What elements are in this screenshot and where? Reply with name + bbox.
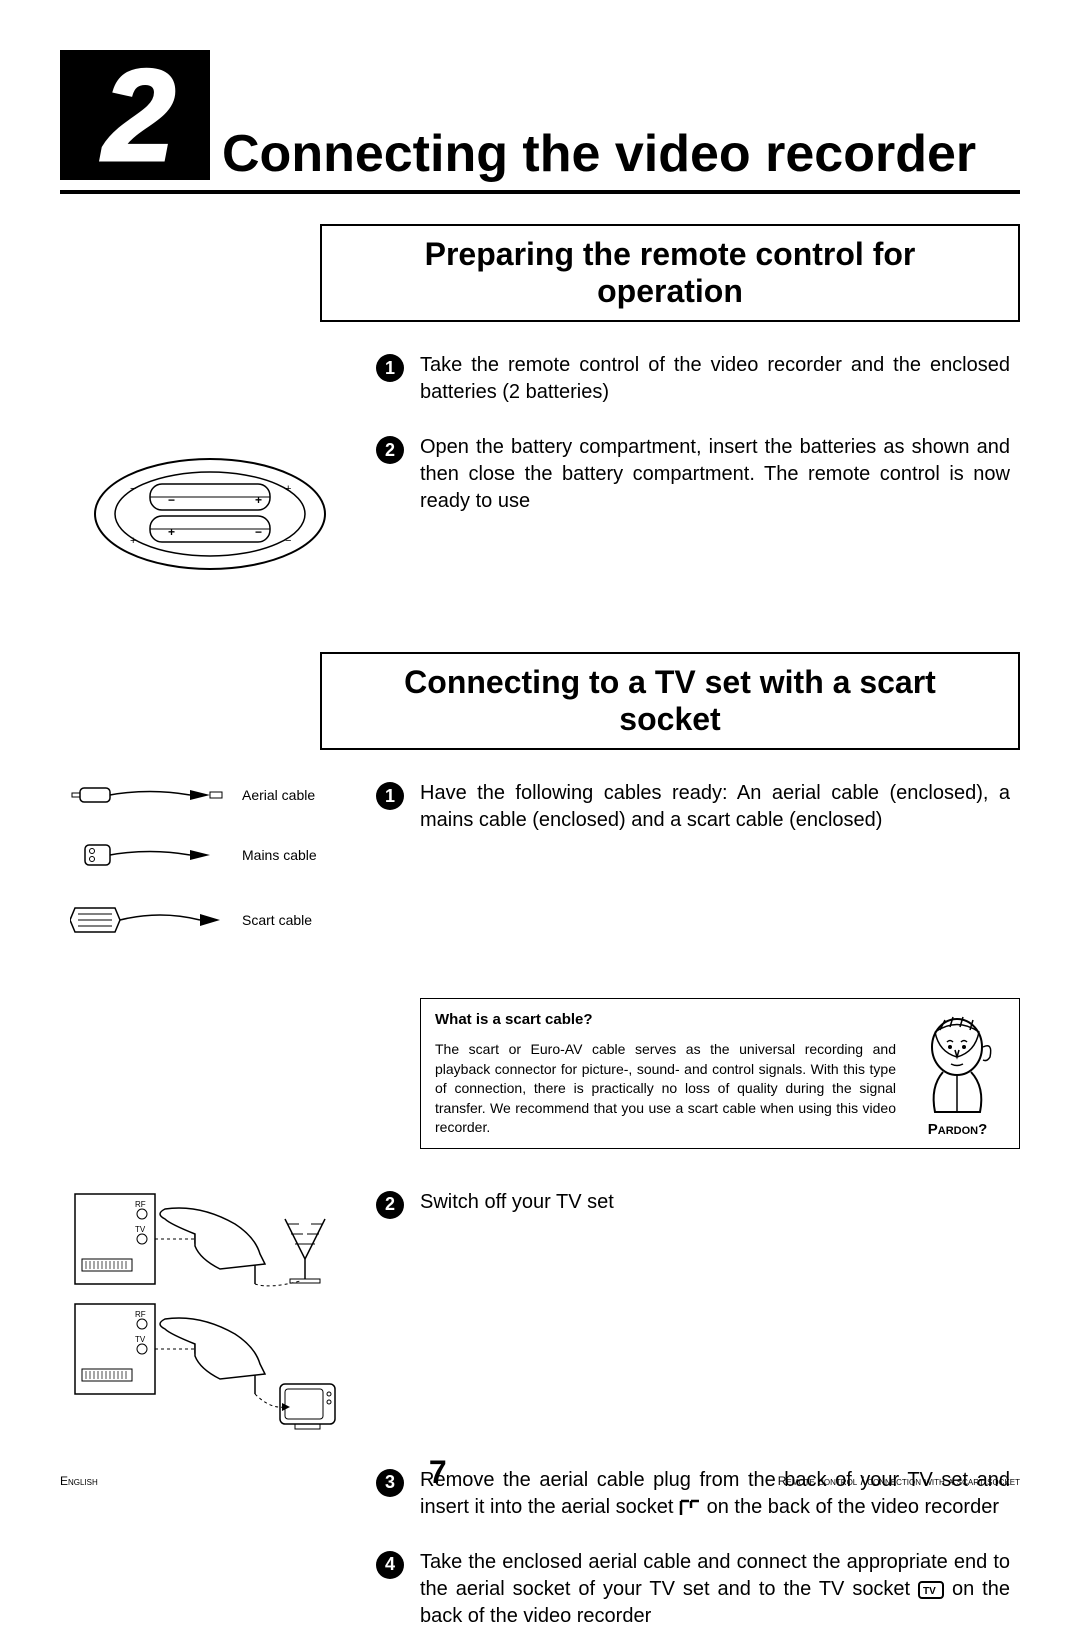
svg-text:−: − [285,535,291,547]
section-heading-box: Preparing the remote control for operati… [320,224,1020,322]
step-number-1: 1 [376,782,404,810]
info-box: What is a scart cable? The scart or Euro… [420,998,1020,1149]
aerial-cable-icon [70,780,230,810]
chapter-heading: 2 Connecting the video recorder [60,50,1020,180]
step-row: RF TV RF TV [60,1189,1020,1449]
tv-socket-icon: TV [918,1581,944,1599]
scart-cable-icon [70,900,230,940]
chapter-title: Connecting the video recorder [222,128,976,180]
cable-label: Scart cable [242,912,312,928]
svg-text:−: − [130,483,136,495]
svg-text:TV: TV [923,1586,936,1597]
page-number: 7 [429,1456,447,1488]
svg-text:+: + [130,535,136,547]
step-text: Take the enclosed aerial cable and conne… [420,1549,1020,1630]
section-heading: Connecting to a TV set with a scart sock… [350,664,990,738]
step-text: Open the battery compartment, insert the… [420,434,1020,515]
svg-text:+: + [168,525,175,539]
info-title: What is a scart cable? [435,1009,896,1030]
step-number-2: 2 [376,1191,404,1219]
svg-text:+: + [255,493,262,507]
cable-label: Mains cable [242,847,317,863]
step-text: Have the following cables ready: An aeri… [420,780,1020,834]
cable-item: Aerial cable [70,780,315,810]
cable-item: Mains cable [70,840,317,870]
svg-text:RF: RF [135,1200,146,1209]
step-number-1: 1 [376,354,404,382]
remote-battery-illustration: − + + − + − − + [90,434,330,594]
confused-person-icon [915,1012,1000,1117]
step-text: Take the remote control of the video rec… [420,352,1020,406]
svg-text:+: + [285,483,291,495]
aerial-socket-icon [679,1499,701,1517]
tv-connection-illustration: RF TV RF TV [70,1189,350,1449]
section-heading-box: Connecting to a TV set with a scart sock… [320,652,1020,750]
svg-text:RF: RF [135,1310,146,1319]
step-row: 4 Take the enclosed aerial cable and con… [60,1549,1020,1630]
step-number-4: 4 [376,1551,404,1579]
footer-language: English [60,1474,98,1488]
divider [60,190,1020,194]
cable-item: Scart cable [70,900,312,940]
svg-text:−: − [168,493,175,507]
mains-cable-icon [70,840,230,870]
chapter-number: 2 [103,50,167,180]
svg-text:TV: TV [135,1225,146,1234]
info-body: The scart or Euro-AV cable serves as the… [435,1040,896,1138]
step-row: Aerial cable Mains cable Scart cable [60,780,1020,970]
footer-section-ref: Remote control / connection with a scart… [778,1474,1020,1488]
chapter-number-box: 2 [60,50,210,180]
pardon-label: Pardon? [928,1121,988,1138]
step-text: Switch off your TV set [420,1189,1020,1216]
svg-text:TV: TV [135,1335,146,1344]
section-heading: Preparing the remote control for operati… [350,236,990,310]
step-row: − + + − + − − + 2 Open the battery compa… [60,434,1020,594]
step-number-2: 2 [376,436,404,464]
page-footer: English 7 Remote control / connection wi… [60,1456,1020,1488]
step-row: 1 Take the remote control of the video r… [60,352,1020,406]
svg-text:−: − [255,525,262,539]
cable-label: Aerial cable [242,787,315,803]
